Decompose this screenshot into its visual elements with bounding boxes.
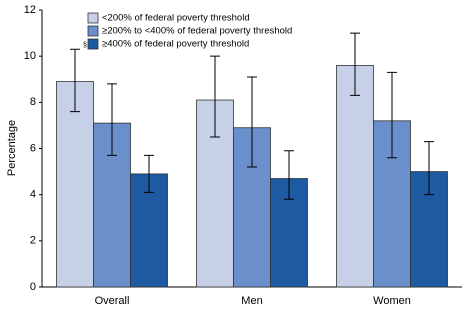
annotation: § [83, 42, 87, 49]
legend-swatch [87, 12, 99, 24]
error-bar [70, 48, 80, 113]
error-bar [247, 76, 257, 168]
x-tick-label: Women [373, 295, 411, 307]
x-tick-label: Men [241, 295, 262, 307]
error-bar [210, 55, 220, 138]
legend-swatch [87, 25, 99, 37]
y-tick-label: 4 [30, 189, 36, 201]
y-tick-label: 6 [30, 142, 36, 154]
error-bar [107, 83, 117, 156]
error-bar [424, 141, 434, 196]
error-bar [284, 150, 294, 200]
error-bar [144, 154, 154, 193]
x-tick-label: Overall [95, 295, 130, 307]
error-bar [350, 32, 360, 96]
legend-label: ≥200% to <400% of federal poverty thresh… [102, 26, 292, 37]
legend-swatch [87, 38, 99, 50]
legend-label: ≥400% of federal poverty threshold [102, 39, 249, 50]
y-tick-label: 10 [24, 50, 36, 62]
legend-label: <200% of federal poverty threshold [102, 13, 250, 24]
y-tick-label: 2 [30, 235, 36, 247]
error-bar [387, 71, 397, 159]
y-axis-label: Percentage [6, 120, 18, 176]
bar [336, 65, 374, 288]
bar [56, 81, 94, 288]
y-tick-label: 8 [30, 96, 36, 108]
y-tick-label: 12 [24, 4, 36, 16]
y-tick-label: 0 [30, 281, 36, 293]
